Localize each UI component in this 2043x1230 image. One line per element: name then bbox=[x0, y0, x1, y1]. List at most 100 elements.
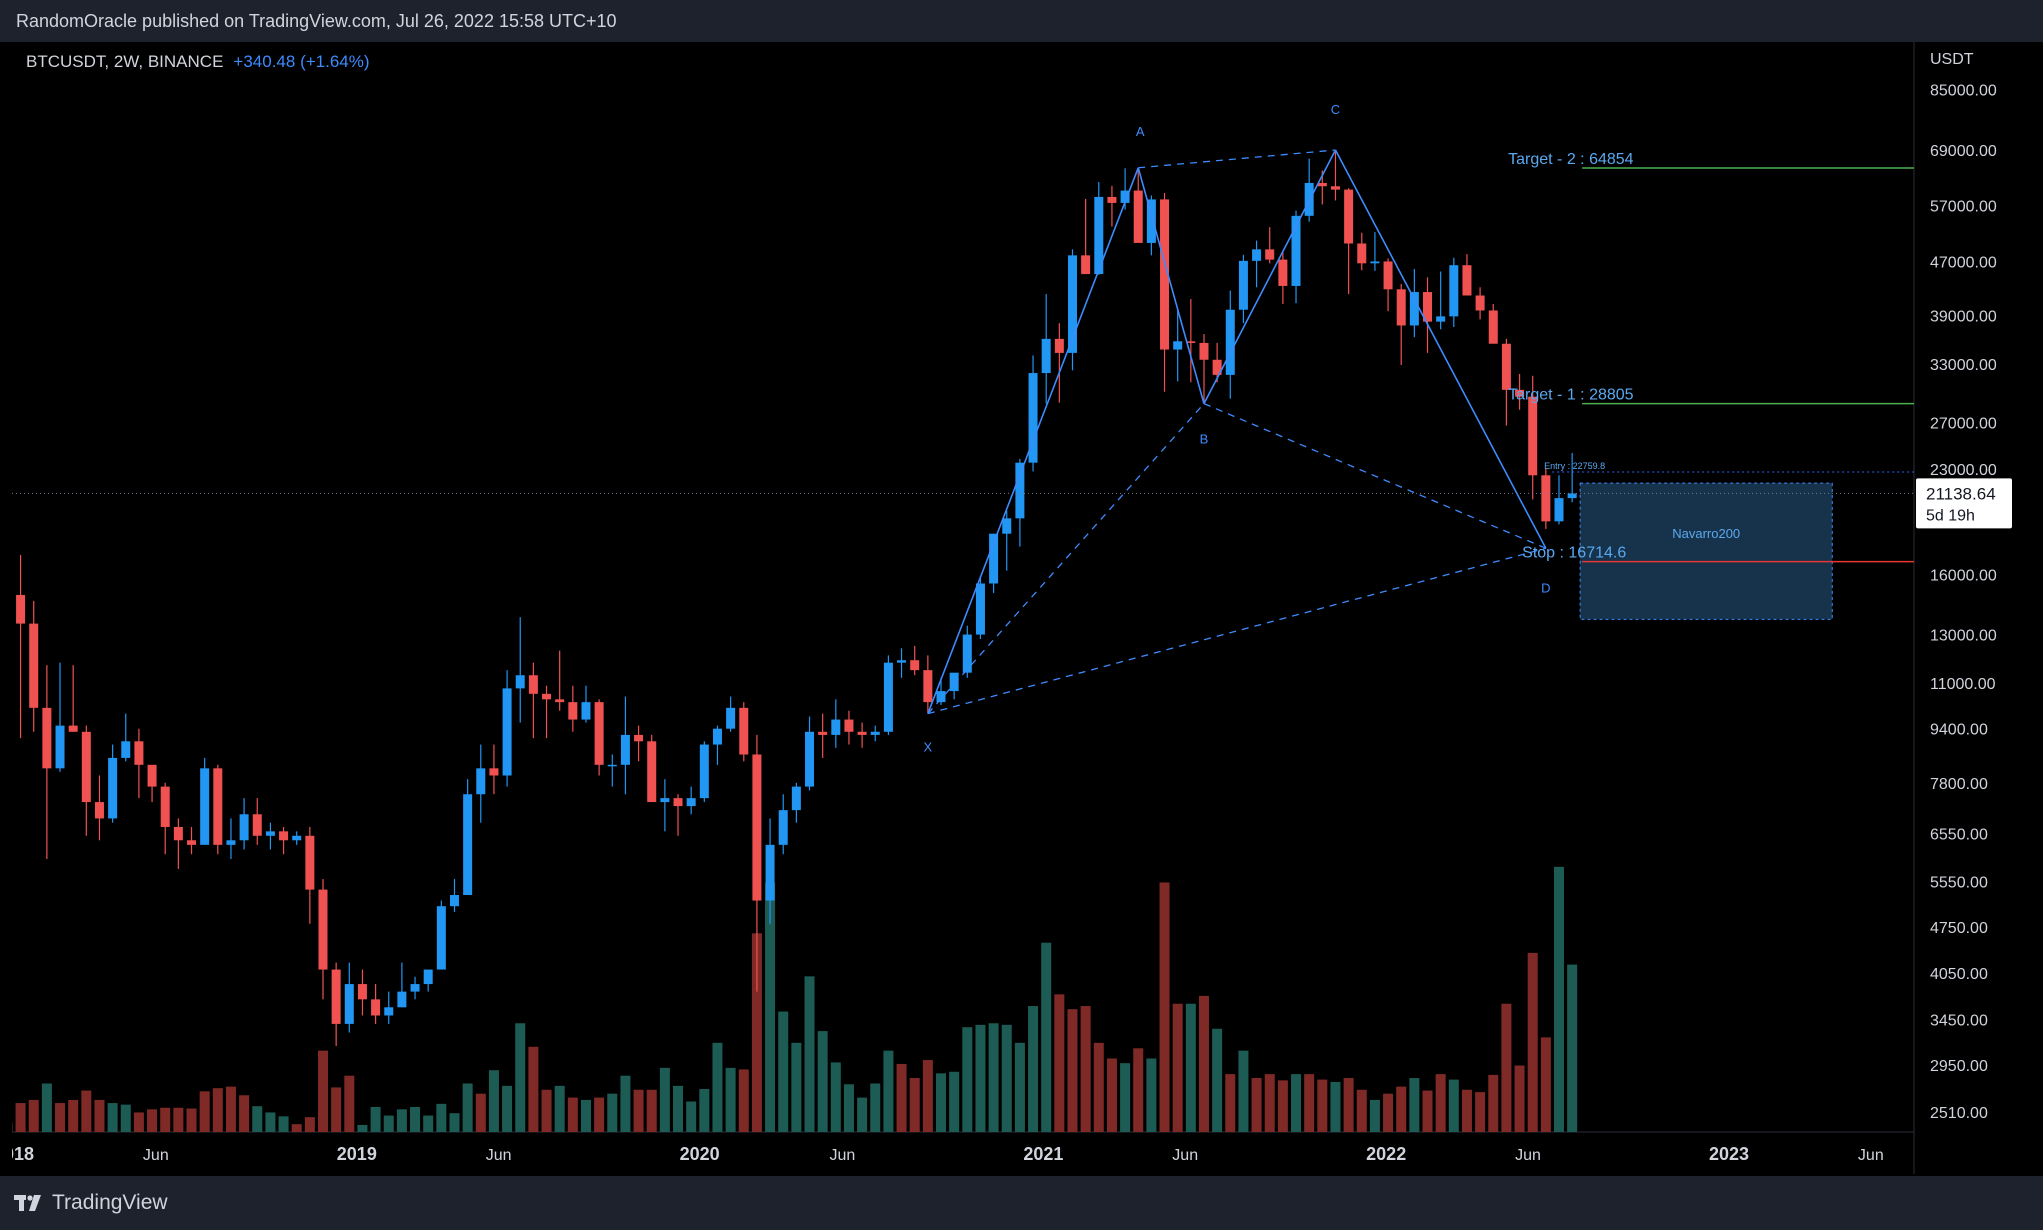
candle-body[interactable] bbox=[160, 786, 170, 827]
candle-body[interactable] bbox=[673, 798, 683, 807]
candle-body[interactable] bbox=[765, 844, 775, 901]
candle-body[interactable] bbox=[857, 731, 867, 735]
pattern-leg-ab[interactable] bbox=[1137, 167, 1205, 404]
candle-body[interactable] bbox=[739, 707, 749, 755]
candle-body[interactable] bbox=[594, 702, 604, 765]
candle-body[interactable] bbox=[897, 660, 907, 663]
candle-body[interactable] bbox=[1238, 260, 1248, 310]
candle-body[interactable] bbox=[213, 768, 223, 845]
candle-body[interactable] bbox=[1054, 338, 1064, 353]
candle-body[interactable] bbox=[923, 670, 933, 703]
candle-body[interactable] bbox=[1107, 196, 1117, 203]
candle-body[interactable] bbox=[1265, 249, 1275, 260]
candle-body[interactable] bbox=[1462, 265, 1472, 296]
candle-body[interactable] bbox=[239, 814, 249, 841]
candle-body[interactable] bbox=[1344, 189, 1354, 244]
candle-body[interactable] bbox=[29, 623, 39, 708]
candle-body[interactable] bbox=[989, 533, 999, 584]
candle-body[interactable] bbox=[831, 719, 841, 735]
candle-body[interactable] bbox=[436, 906, 446, 970]
candle-body[interactable] bbox=[1488, 310, 1498, 344]
candle-body[interactable] bbox=[949, 672, 959, 692]
candle-body[interactable] bbox=[962, 634, 972, 673]
pattern-diag-xb[interactable] bbox=[927, 403, 1205, 715]
candle-body[interactable] bbox=[712, 728, 722, 745]
candle-body[interactable] bbox=[1186, 341, 1196, 343]
candle-body[interactable] bbox=[1225, 309, 1235, 375]
last-price-badge[interactable] bbox=[1916, 478, 2012, 529]
candle-body[interactable] bbox=[1015, 462, 1025, 519]
price-chart[interactable]: X A B C D Navarro200 Target - 2 : 64854 Target … bbox=[0, 42, 2031, 1176]
candle-body[interactable] bbox=[870, 731, 880, 735]
candle-body[interactable] bbox=[463, 794, 473, 896]
candle-body[interactable] bbox=[1002, 518, 1012, 534]
candle-body[interactable] bbox=[660, 798, 670, 803]
candle-body[interactable] bbox=[108, 757, 118, 819]
candle-body[interactable] bbox=[1067, 255, 1077, 353]
candle-body[interactable] bbox=[292, 835, 302, 841]
candle-body[interactable] bbox=[686, 798, 696, 807]
candle-body[interactable] bbox=[818, 731, 828, 735]
candle-body[interactable] bbox=[55, 725, 65, 769]
candle-body[interactable] bbox=[397, 991, 407, 1008]
candle-body[interactable] bbox=[1173, 341, 1183, 350]
candle-body[interactable] bbox=[620, 734, 630, 765]
candle-body[interactable] bbox=[318, 889, 328, 970]
candle-body[interactable] bbox=[1370, 261, 1380, 264]
candle-body[interactable] bbox=[121, 741, 131, 758]
candle-body[interactable] bbox=[634, 734, 644, 742]
candle-body[interactable] bbox=[134, 741, 144, 765]
candle-body[interactable] bbox=[1252, 249, 1262, 261]
candle-body[interactable] bbox=[410, 984, 420, 992]
candle-body[interactable] bbox=[1041, 338, 1051, 374]
candle-body[interactable] bbox=[1357, 243, 1367, 264]
candle-body[interactable] bbox=[305, 835, 315, 890]
candle-body[interactable] bbox=[1133, 190, 1143, 243]
candle-body[interactable] bbox=[542, 693, 552, 700]
candle-body[interactable] bbox=[68, 725, 78, 732]
candle-body[interactable] bbox=[147, 764, 157, 787]
candle-body[interactable] bbox=[699, 744, 709, 799]
candle-body[interactable] bbox=[752, 754, 762, 901]
candle-body[interactable] bbox=[371, 999, 381, 1016]
candle-body[interactable] bbox=[94, 802, 104, 819]
candle-body[interactable] bbox=[331, 969, 341, 1024]
candle-body[interactable] bbox=[1094, 196, 1104, 275]
candle-body[interactable] bbox=[528, 675, 538, 694]
candle-body[interactable] bbox=[1541, 475, 1551, 522]
candle-body[interactable] bbox=[555, 699, 565, 703]
pattern-diag-bd[interactable] bbox=[1203, 403, 1547, 549]
candle-body[interactable] bbox=[791, 786, 801, 811]
candle-body[interactable] bbox=[1515, 389, 1525, 397]
candle-body[interactable] bbox=[357, 984, 367, 1000]
pattern-diag-xd[interactable] bbox=[927, 547, 1547, 715]
pattern-diag-ac[interactable] bbox=[1138, 149, 1336, 169]
candle-body[interactable] bbox=[568, 702, 578, 720]
candle-body[interactable] bbox=[778, 810, 788, 845]
candle-body[interactable] bbox=[1212, 359, 1222, 375]
candle-body[interactable] bbox=[1475, 295, 1485, 311]
candle-body[interactable] bbox=[1199, 342, 1209, 360]
candle-body[interactable] bbox=[42, 707, 52, 769]
candle-body[interactable] bbox=[883, 662, 893, 732]
candle-body[interactable] bbox=[1146, 199, 1156, 243]
candle-body[interactable] bbox=[975, 583, 985, 635]
candle-body[interactable] bbox=[187, 840, 197, 845]
candle-body[interactable] bbox=[502, 688, 512, 776]
pattern-leg-xa[interactable] bbox=[927, 167, 1139, 714]
pattern-leg-cd[interactable] bbox=[1334, 149, 1547, 549]
candle-body[interactable] bbox=[1383, 261, 1393, 290]
candle-body[interactable] bbox=[16, 594, 26, 624]
candle-body[interactable] bbox=[265, 831, 275, 836]
candle-body[interactable] bbox=[1449, 265, 1459, 317]
candle-body[interactable] bbox=[805, 731, 815, 787]
candle-body[interactable] bbox=[1423, 292, 1433, 322]
candle-body[interactable] bbox=[344, 984, 354, 1024]
candle-body[interactable] bbox=[1528, 396, 1538, 476]
candle-body[interactable] bbox=[1278, 259, 1288, 286]
candle-body[interactable] bbox=[936, 691, 946, 703]
candle-body[interactable] bbox=[200, 768, 210, 845]
candle-body[interactable] bbox=[910, 660, 920, 671]
candle-body[interactable] bbox=[449, 895, 459, 907]
candle-body[interactable] bbox=[1409, 292, 1419, 326]
